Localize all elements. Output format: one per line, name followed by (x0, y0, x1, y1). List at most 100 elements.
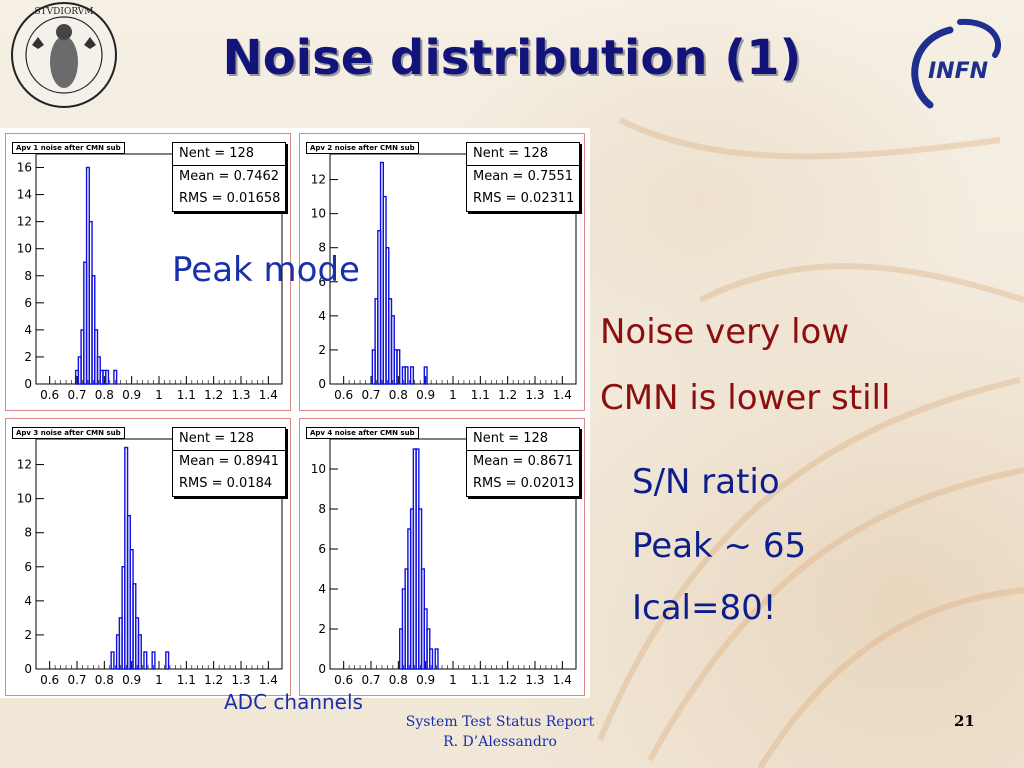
x-tick-label: 1 (155, 388, 163, 402)
peak-mode-label: Peak mode (172, 250, 360, 290)
x-tick-label: 0.6 (40, 388, 59, 402)
y-tick-label: 6 (24, 560, 32, 574)
x-tick-label: 1.2 (498, 673, 517, 687)
histogram-title: Apv 2 noise after CMN sub (306, 142, 419, 154)
stats-nent: Nent = 128 (173, 428, 285, 451)
bullet-peak-65: Peak ~ 65 (632, 526, 807, 566)
histogram-panel-apv1: 0.6 0.7 0.8 0.9 1 1.1 1.2 1.3 1.4 0 2 4 6 8 10 12 14 16 A… (5, 133, 291, 411)
x-tick-label: 1 (449, 388, 457, 402)
x-tick-label: 1 (155, 673, 163, 687)
histogram-bin (110, 651, 115, 670)
y-tick-label: 8 (318, 502, 326, 516)
logo-text: INFN (928, 59, 988, 84)
stats-box: Nent = 128 Mean = 0.8671 RMS = 0.02013 (466, 427, 580, 497)
x-tick-label: 0.6 (334, 673, 353, 687)
x-tick-label: 0.6 (334, 388, 353, 402)
slide-title: Noise distribution (1) (0, 30, 1024, 86)
y-tick-label: 6 (24, 296, 32, 310)
y-tick-label: 0 (24, 377, 32, 391)
x-tick-label: 0.9 (416, 673, 435, 687)
y-tick-label: 8 (24, 269, 32, 283)
footer: System Test Status Report R. D’Alessandr… (380, 712, 620, 752)
stats-rms: RMS = 0.01658 (179, 191, 281, 206)
histogram-bin (104, 369, 110, 385)
x-tick-label: 0.9 (416, 388, 435, 402)
y-tick-label: 14 (17, 188, 32, 202)
y-tick-label: 12 (17, 458, 32, 472)
y-tick-label: 10 (311, 207, 326, 221)
histogram-bin (143, 651, 148, 670)
stats-rms: RMS = 0.0184 (179, 476, 273, 491)
stats-box: Nent = 128 Mean = 0.7462 RMS = 0.01658 (172, 142, 286, 212)
x-tick-label: 0.7 (67, 673, 86, 687)
x-tick-label: 1.1 (177, 673, 196, 687)
stats-nent: Nent = 128 (467, 143, 579, 166)
x-tick-label: 1.4 (553, 673, 572, 687)
y-tick-label: 4 (318, 582, 326, 596)
y-tick-label: 2 (24, 350, 32, 364)
y-tick-label: 2 (24, 628, 32, 642)
y-tick-label: 12 (311, 173, 326, 187)
x-tick-label: 0.7 (361, 673, 380, 687)
footer-line-1: System Test Status Report (405, 714, 595, 730)
y-tick-label: 10 (17, 242, 32, 256)
x-tick-label: 0.7 (67, 388, 86, 402)
y-tick-label: 8 (318, 241, 326, 255)
bullet-ical-80: Ical=80! (632, 588, 777, 628)
histogram-panel-apv4: 0.6 0.7 0.8 0.9 1 1.1 1.2 1.3 1.4 0 2 4 6 8 10 Apv 4 n… (299, 418, 585, 696)
x-tick-label: 0.9 (122, 388, 141, 402)
university-seal: STVDIORVM (11, 2, 117, 108)
x-tick-label: 1.1 (471, 388, 490, 402)
y-tick-label: 8 (24, 526, 32, 540)
stats-mean: Mean = 0.7462 (179, 169, 280, 184)
histogram-bin (137, 634, 142, 670)
histogram-bin (409, 366, 415, 385)
y-tick-label: 4 (318, 309, 326, 323)
bullet-sn-ratio: S/N ratio (632, 462, 780, 502)
y-tick-label: 4 (24, 323, 32, 337)
y-tick-label: 0 (318, 662, 326, 676)
y-tick-label: 6 (318, 542, 326, 556)
x-tick-label: 0.8 (389, 388, 408, 402)
histogram-title: Apv 3 noise after CMN sub (12, 427, 125, 439)
histogram-bin (429, 648, 434, 670)
histogram-title: Apv 4 noise after CMN sub (306, 427, 419, 439)
histogram-bin (434, 648, 439, 670)
histogram-bin (423, 366, 428, 385)
x-tick-label: 1.1 (177, 388, 196, 402)
y-tick-label: 6 (318, 275, 326, 289)
slide-title-text: Noise distribution (1) (222, 30, 802, 86)
y-tick-label: 2 (318, 343, 326, 357)
histogram-bin (151, 651, 156, 670)
y-tick-label: 2 (318, 622, 326, 636)
bullet-noise-low: Noise very low (600, 312, 850, 352)
bullet-cmn-lower: CMN is lower still (600, 378, 891, 418)
histogram-bin (113, 369, 118, 385)
histogram-panel-apv2: 0.6 0.7 0.8 0.9 1 1.1 1.2 1.3 1.4 0 2 4 6 8 10 12 Apv 2… (299, 133, 585, 411)
x-tick-label: 1.1 (471, 673, 490, 687)
histogram-title: Apv 1 noise after CMN sub (12, 142, 125, 154)
stats-mean: Mean = 0.8671 (473, 454, 574, 469)
histogram-grid: 0.6 0.7 0.8 0.9 1 1.1 1.2 1.3 1.4 0 2 4 6 8 10 12 14 16 A… (0, 128, 590, 698)
stats-mean: Mean = 0.7551 (473, 169, 574, 184)
infn-logo: INFN (911, 18, 1002, 109)
x-tick-label: 0.6 (40, 673, 59, 687)
histogram-bin (404, 366, 409, 385)
x-tick-label: 0.8 (389, 673, 408, 687)
y-tick-label: 0 (24, 662, 32, 676)
x-tick-label: 1.3 (525, 388, 544, 402)
stats-rms: RMS = 0.02311 (473, 191, 575, 206)
y-tick-label: 12 (17, 215, 32, 229)
x-tick-label: 1.4 (553, 388, 572, 402)
histogram-panel-apv3: 0.6 0.7 0.8 0.9 1 1.1 1.2 1.3 1.4 0 2 4 6 8 10 12 Apv 3… (5, 418, 291, 696)
x-tick-label: 1.4 (259, 673, 278, 687)
x-tick-label: 1.3 (525, 673, 544, 687)
y-tick-label: 16 (17, 161, 32, 175)
stats-rms: RMS = 0.02013 (473, 476, 575, 491)
stats-box: Nent = 128 Mean = 0.8941 RMS = 0.0184 (172, 427, 286, 497)
y-tick-label: 10 (17, 492, 32, 506)
x-tick-label: 0.9 (122, 673, 141, 687)
x-tick-label: 0.8 (95, 673, 114, 687)
x-tick-label: 0.7 (361, 388, 380, 402)
